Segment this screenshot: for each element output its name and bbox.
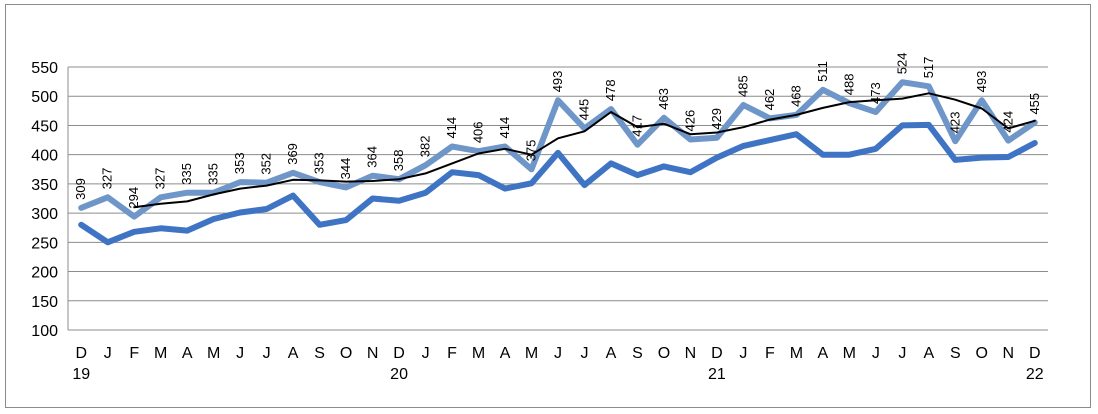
data-label: 493 (974, 71, 989, 93)
data-label: 468 (788, 85, 803, 107)
data-label: 309 (73, 178, 88, 200)
x-tick-label: J (236, 345, 244, 362)
data-label: 414 (497, 117, 512, 139)
x-tick-label: A (500, 345, 511, 362)
data-label: 358 (391, 150, 406, 172)
x-tick-label: J (580, 345, 588, 362)
x-tick-label: A (288, 345, 299, 362)
y-tick-label: 550 (31, 60, 58, 77)
y-tick-label: 350 (31, 177, 58, 194)
x-tick-label: M (207, 345, 220, 362)
x-tick-label: S (314, 345, 325, 362)
x-tick-label: S (632, 345, 643, 362)
data-label: 335 (206, 163, 221, 185)
y-tick-label: 100 (31, 323, 58, 340)
data-label: 473 (868, 82, 883, 104)
x-year-label: 20 (390, 366, 408, 383)
y-tick-label: 200 (31, 265, 58, 282)
data-label: 493 (550, 71, 565, 93)
x-tick-label: F (129, 345, 139, 362)
x-tick-label: O (976, 345, 988, 362)
data-label: 414 (444, 117, 459, 139)
x-tick-label: S (950, 345, 961, 362)
data-label: 382 (418, 136, 433, 158)
x-tick-label: F (447, 345, 457, 362)
x-tick-label: J (898, 345, 906, 362)
x-tick-label: D (75, 345, 87, 362)
x-tick-label: M (525, 345, 538, 362)
chart-frame (5, 4, 1091, 408)
data-label: 353 (312, 152, 327, 174)
y-tick-label: 150 (31, 294, 58, 311)
x-tick-label: J (104, 345, 112, 362)
data-label: 524 (894, 52, 909, 74)
data-label: 478 (603, 79, 618, 101)
series-line-1 (78, 121, 1038, 246)
data-label: 511 (815, 61, 830, 82)
y-axis-ticks: 100 150 200 250 300 350 400 450 500 550 (31, 60, 58, 340)
x-tick-label: J (422, 345, 430, 362)
data-label: 375 (523, 140, 538, 162)
data-label: 327 (100, 168, 115, 190)
x-tick-label: A (818, 345, 829, 362)
data-label: 344 (338, 158, 353, 180)
series-line-0 (78, 79, 1038, 220)
data-labels: 309 327 294 327 335 335 353 352 369 353 344 364 358 3… (73, 52, 1042, 208)
x-tick-label: D (711, 345, 723, 362)
x-year-label: 21 (708, 366, 726, 383)
x-tick-label: J (263, 345, 271, 362)
x-axis-ticks: D J F M A M J J A S O N D J F M A M J J A S O N D J F M A M J J A S O N D19 2… (72, 345, 1043, 383)
data-label: 455 (1027, 93, 1042, 115)
data-label: 485 (735, 75, 750, 97)
data-label: 429 (709, 108, 724, 130)
x-year-label: 19 (72, 366, 90, 383)
data-label: 406 (470, 121, 485, 143)
gridlines (67, 66, 1048, 331)
data-label: 426 (682, 110, 697, 132)
data-label: 424 (1000, 111, 1015, 133)
y-tick-label: 250 (31, 235, 58, 252)
x-tick-label: J (739, 345, 747, 362)
y-tick-label: 400 (31, 148, 58, 165)
x-tick-label: D (393, 345, 405, 362)
x-tick-label: N (367, 345, 379, 362)
x-tick-label: A (182, 345, 193, 362)
x-tick-label: M (790, 345, 803, 362)
y-tick-label: 450 (31, 118, 58, 135)
x-tick-label: N (685, 345, 697, 362)
x-tick-label: N (1002, 345, 1014, 362)
x-tick-label: D (1029, 345, 1041, 362)
x-tick-label: M (843, 345, 856, 362)
data-label: 335 (179, 163, 194, 185)
data-label: 417 (630, 115, 645, 137)
x-tick-label: O (658, 345, 670, 362)
data-label: 369 (285, 143, 300, 165)
x-tick-label: A (606, 345, 617, 362)
data-label: 364 (365, 146, 380, 168)
x-tick-label: M (472, 345, 485, 362)
y-tick-label: 300 (31, 206, 58, 223)
data-label: 327 (153, 168, 168, 190)
series-lines (78, 79, 1038, 246)
data-label: 423 (947, 111, 962, 133)
data-label: 353 (232, 152, 247, 174)
y-tick-label: 500 (31, 89, 58, 106)
data-label: 352 (259, 153, 274, 175)
x-tick-label: O (340, 345, 352, 362)
x-year-label: 22 (1026, 366, 1044, 383)
x-tick-label: J (872, 345, 880, 362)
series-line-2 (133, 92, 1036, 209)
data-label: 462 (762, 89, 777, 111)
data-label: 294 (126, 187, 141, 209)
x-tick-label: F (765, 345, 775, 362)
x-tick-label: M (154, 345, 167, 362)
data-label: 488 (841, 74, 856, 96)
x-tick-label: J (554, 345, 562, 362)
data-label: 463 (656, 88, 671, 110)
data-label: 445 (576, 99, 591, 121)
x-tick-label: A (923, 345, 934, 362)
data-label: 517 (921, 57, 936, 79)
